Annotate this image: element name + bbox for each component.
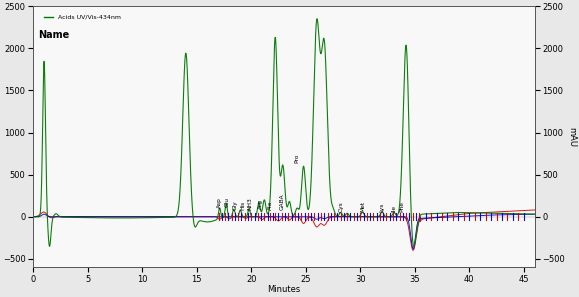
Y-axis label: mAU: mAU bbox=[567, 127, 576, 147]
Text: Arg: Arg bbox=[258, 199, 262, 209]
Text: Lys: Lys bbox=[380, 202, 384, 212]
Text: Asp: Asp bbox=[217, 198, 222, 208]
X-axis label: Minutes: Minutes bbox=[267, 285, 301, 294]
Text: Cys: Cys bbox=[338, 201, 343, 212]
Text: Phe: Phe bbox=[399, 201, 404, 212]
Text: Ile: Ile bbox=[391, 205, 397, 212]
Text: GABA: GABA bbox=[279, 193, 284, 210]
Text: Ala: Ala bbox=[268, 201, 273, 210]
Text: Gly: Gly bbox=[232, 200, 237, 210]
Text: NH3: NH3 bbox=[248, 197, 252, 210]
Text: Pro: Pro bbox=[295, 154, 299, 163]
Legend: Acids UV/Vis-434nm: Acids UV/Vis-434nm bbox=[41, 12, 124, 22]
Text: Glu: Glu bbox=[225, 197, 230, 207]
Text: Met: Met bbox=[360, 200, 365, 212]
Text: Name: Name bbox=[38, 30, 69, 40]
Text: His: His bbox=[240, 201, 245, 210]
